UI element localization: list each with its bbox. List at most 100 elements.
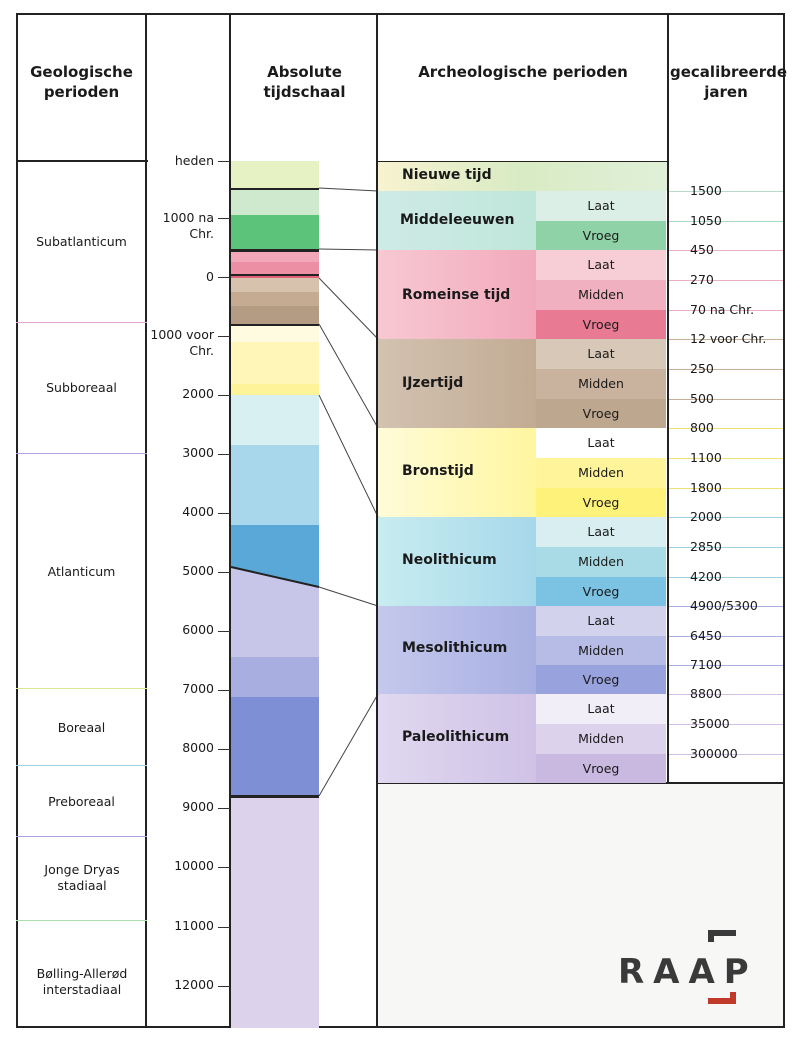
geo-divider (16, 322, 147, 323)
year-label: 800 (690, 420, 714, 435)
scale-tick: 4000 (182, 504, 214, 519)
sub-neolithicum-midden: Midden (536, 547, 666, 577)
tick-mark (218, 218, 230, 219)
arch-name-romeinse-tijd: Romeinse tijd (402, 287, 511, 303)
year-label: 12 voor Chr. (690, 331, 767, 346)
year-label: 35000 (690, 716, 730, 731)
arch-block-romeinse-tijd (378, 250, 536, 339)
sub-paleolithicum-laat: Laat (536, 694, 666, 724)
year-label: 1800 (690, 480, 722, 495)
sub-mesolithicum-midden: Midden (536, 636, 666, 665)
year-line (668, 310, 783, 311)
arch-name-mesolithicum: Mesolithicum (402, 640, 508, 656)
year-line (668, 754, 783, 755)
year-label: 2000 (690, 509, 722, 524)
band-bronstijd-laat (231, 324, 319, 344)
scale-tick: 7000 (182, 681, 214, 696)
scale-tick: 8000 (182, 740, 214, 755)
band-romeins-vroeg (231, 274, 319, 280)
tick-mark (218, 749, 230, 750)
scale-tick: 1000 na Chr. (162, 210, 214, 241)
band-romeins-laat (231, 249, 319, 263)
year-label: 270 (690, 272, 714, 287)
year-line (668, 458, 783, 459)
scale-tick: 1000 voor Chr. (150, 327, 214, 358)
year-line (668, 250, 783, 251)
arch-block-neolithicum (378, 517, 536, 606)
arch-name-paleolithicum: Paleolithicum (402, 729, 510, 745)
tick-mark (218, 927, 230, 928)
band-neolithicum-laat (231, 395, 319, 445)
year-label: 70 na Chr. (690, 302, 755, 317)
sub-romeins-midden: Midden (536, 280, 666, 310)
tick-mark (218, 690, 230, 691)
scale-tick: 11000 (174, 918, 214, 933)
band-middeleeuwen-laat (231, 188, 319, 217)
arch-name-middeleeuwen: Middeleeuwen (400, 212, 515, 228)
arch-name-nieuwe-tijd: Nieuwe tijd (402, 167, 492, 183)
year-line (668, 221, 783, 222)
geo-period-atlanticum: Atlanticum (47, 564, 116, 579)
year-line (668, 694, 783, 695)
scale-column (147, 13, 231, 1028)
sub-mesolithicum-laat: Laat (536, 606, 666, 636)
year-label: 500 (690, 391, 714, 406)
raap-logo: RAAP (618, 930, 768, 1010)
geo-period-preboreaal: Preboreaal (48, 794, 115, 809)
sub-ijzertijd-vroeg: Vroeg (536, 399, 666, 428)
year-label: 4200 (690, 569, 722, 584)
header-divider (16, 160, 148, 162)
band-ijzertijd-laat (231, 278, 319, 292)
year-label: 2850 (690, 539, 722, 554)
year-label: 250 (690, 361, 714, 376)
scale-tick: 3000 (182, 445, 214, 460)
arch-block-ijzertijd (378, 339, 536, 428)
geo-divider (16, 688, 147, 689)
arch-block-mesolithicum (378, 606, 536, 694)
arch-block-paleolithicum (378, 694, 536, 783)
lower-panel (376, 782, 785, 1028)
year-line (668, 665, 783, 666)
arch-name-ijzertijd: IJzertijd (402, 375, 464, 391)
sub-bronstijd-laat: Laat (536, 428, 666, 458)
year-line (668, 369, 783, 370)
logo-bracket-bottom-icon (708, 992, 736, 1004)
tick-mark (218, 513, 230, 514)
band-paleolithicum (231, 796, 319, 1028)
year-line (668, 577, 783, 578)
year-label: 1050 (690, 213, 722, 228)
tick-mark (218, 808, 230, 809)
band-mesolithicum-midden (231, 657, 319, 697)
sub-ijzertijd-laat: Laat (536, 339, 666, 369)
scale-tick: 6000 (182, 622, 214, 637)
arch-frame (376, 161, 669, 784)
geo-period-subboreaal: Subboreaal (46, 380, 117, 395)
sub-ijzertijd-midden: Midden (536, 369, 666, 399)
sub-bronstijd-vroeg: Vroeg (536, 488, 666, 517)
year-label: 4900/5300 (690, 598, 758, 613)
band-mesolithicum-vroeg (231, 697, 319, 796)
sub-paleolithicum-vroeg: Vroeg (536, 754, 666, 783)
arch-block-bronstijd (378, 428, 536, 517)
year-line (668, 191, 783, 192)
sub-bronstijd-midden: Midden (536, 458, 666, 488)
band-bronstijd-midden (231, 342, 319, 384)
year-label: 1500 (690, 183, 722, 198)
sub-middeleeuwen-vroeg: Vroeg (536, 221, 666, 250)
year-label: 8800 (690, 686, 722, 701)
tick-mark (218, 867, 230, 868)
sub-neolithicum-laat: Laat (536, 517, 666, 547)
header-absolute: Absolute tijdschaal (263, 63, 346, 101)
scale-tick: 2000 (182, 386, 214, 401)
band-neolithicum-midden (231, 445, 319, 525)
band-nieuwe-tijd (231, 161, 319, 188)
year-line (668, 428, 783, 429)
year-label: 300000 (690, 746, 738, 761)
band-romeins-midden (231, 262, 319, 274)
year-line (668, 280, 783, 281)
sub-middeleeuwen-laat: Laat (536, 191, 666, 221)
year-label: 450 (690, 242, 714, 257)
scale-tick: heden (174, 153, 214, 168)
scale-tick: 0 (206, 269, 214, 284)
sub-paleolithicum-midden: Midden (536, 724, 666, 754)
